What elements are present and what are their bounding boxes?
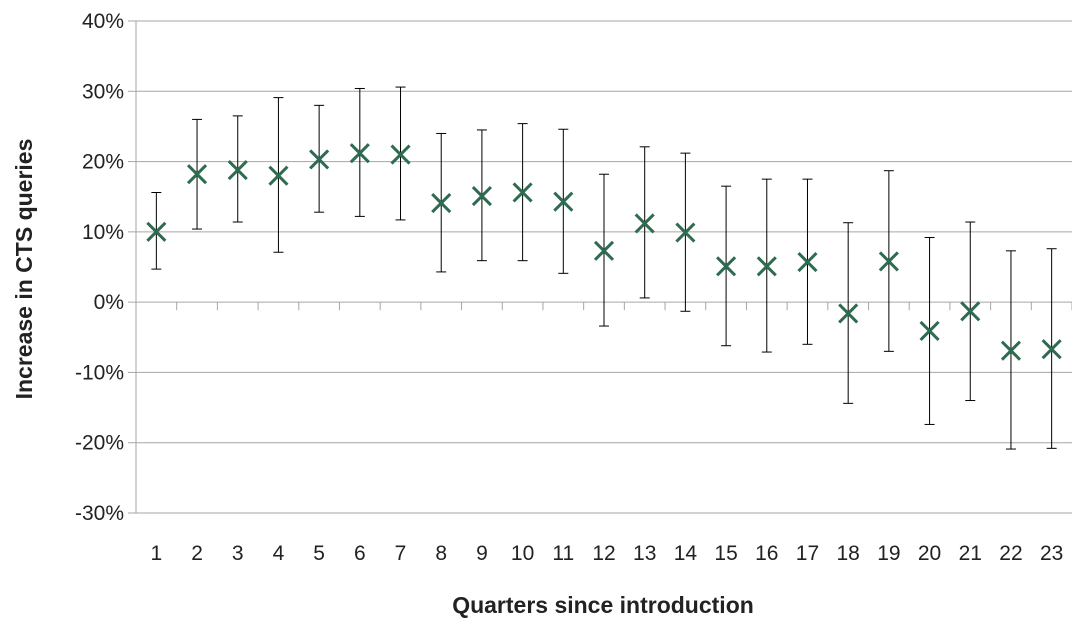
x-tick-label: 19 [877, 542, 900, 565]
data-point-stroke [1000, 340, 1022, 361]
data-point-stroke [878, 251, 899, 272]
data-point-stroke [838, 303, 859, 324]
x-tick-label: 10 [511, 542, 534, 565]
y-tick-label: 30% [82, 80, 124, 103]
y-tick-labels: -30% -20% -10% 0% 10% 20% 30% 40% [75, 10, 124, 525]
x-tick-label: 17 [796, 542, 819, 565]
data-point-stroke [309, 149, 330, 170]
data-point-stroke [797, 252, 818, 273]
axes [128, 20, 1072, 514]
data-point-stroke [960, 301, 981, 322]
gridlines [136, 20, 1072, 514]
y-tick-label: 20% [82, 151, 124, 174]
data-point [634, 213, 655, 234]
data-point-stroke [471, 185, 492, 207]
data-point-stroke [268, 165, 289, 186]
x-tick-label: 2 [191, 542, 203, 565]
data-point [960, 301, 981, 322]
x-axis-title: Quarters since introduction [452, 592, 754, 618]
y-tick-label: -10% [75, 361, 124, 384]
data-point [919, 320, 940, 342]
data-point [512, 182, 533, 203]
data-point [227, 159, 248, 181]
x-tick-label: 23 [1040, 542, 1063, 565]
data-point [146, 221, 167, 242]
x-tick-label: 7 [395, 542, 407, 565]
x-tick-label: 9 [476, 542, 488, 565]
data-point [268, 165, 289, 186]
data-point [1000, 340, 1022, 361]
data-point [716, 256, 737, 277]
x-tick-label: 11 [552, 542, 574, 565]
data-point [390, 144, 411, 165]
x-tick-label: 21 [959, 542, 982, 565]
data-point-stroke [634, 213, 655, 234]
data-point [471, 185, 492, 207]
x-tick-labels: 1 2 3 4 5 6 7 8 9 10 11 12 13 14 15 16 17 18 19 20 21 22 23 [151, 542, 1064, 565]
data-point-stroke [756, 256, 777, 277]
x-tick-label: 18 [836, 542, 859, 565]
x-tick-label: 20 [918, 542, 941, 565]
data-point [349, 143, 370, 164]
data-point [756, 256, 777, 277]
error-bars [151, 86, 1057, 450]
x-tick-label: 6 [354, 542, 366, 565]
data-point-stroke [146, 221, 167, 242]
data-point [186, 164, 208, 185]
x-tick-label: 14 [674, 542, 698, 565]
data-point [593, 240, 615, 261]
x-tick-label: 16 [755, 542, 778, 565]
data-point-stroke [227, 159, 248, 181]
data-point-stroke [390, 144, 411, 165]
data-point-stroke [593, 240, 615, 261]
y-tick-label: 0% [94, 291, 124, 314]
y-tick-label: 10% [82, 221, 124, 244]
y-tick-label: -20% [75, 432, 124, 455]
data-point [1041, 339, 1062, 360]
data-point-stroke [675, 222, 696, 243]
x-tick-label: 1 [151, 542, 163, 565]
data-point-stroke [716, 256, 737, 277]
data-point-stroke [186, 164, 208, 185]
x-tick-label: 13 [633, 542, 656, 565]
data-point [553, 191, 574, 212]
data-point [309, 149, 330, 170]
data-point-stroke [349, 143, 370, 164]
x-tick-label: 15 [714, 542, 737, 565]
data-markers [146, 143, 1062, 361]
data-point-stroke [553, 191, 574, 212]
data-point-stroke [919, 320, 940, 342]
x-tick-label: 22 [999, 542, 1022, 565]
x-tick-label: 12 [592, 542, 615, 565]
data-point [838, 303, 859, 324]
data-point-stroke [1041, 339, 1062, 360]
data-point-stroke [431, 192, 452, 214]
x-tick-label: 3 [232, 542, 244, 565]
x-tick-label: 4 [273, 542, 285, 565]
data-point [431, 192, 452, 214]
data-point [797, 252, 818, 273]
data-point [878, 251, 899, 272]
x-tick-label: 8 [435, 542, 447, 565]
data-point-stroke [512, 182, 533, 203]
y-tick-label: 40% [82, 10, 124, 33]
data-point [675, 222, 696, 243]
y-axis-title: Increase in CTS queries [11, 139, 37, 400]
y-tick-label: -30% [75, 502, 124, 525]
x-tick-label: 5 [313, 542, 325, 565]
